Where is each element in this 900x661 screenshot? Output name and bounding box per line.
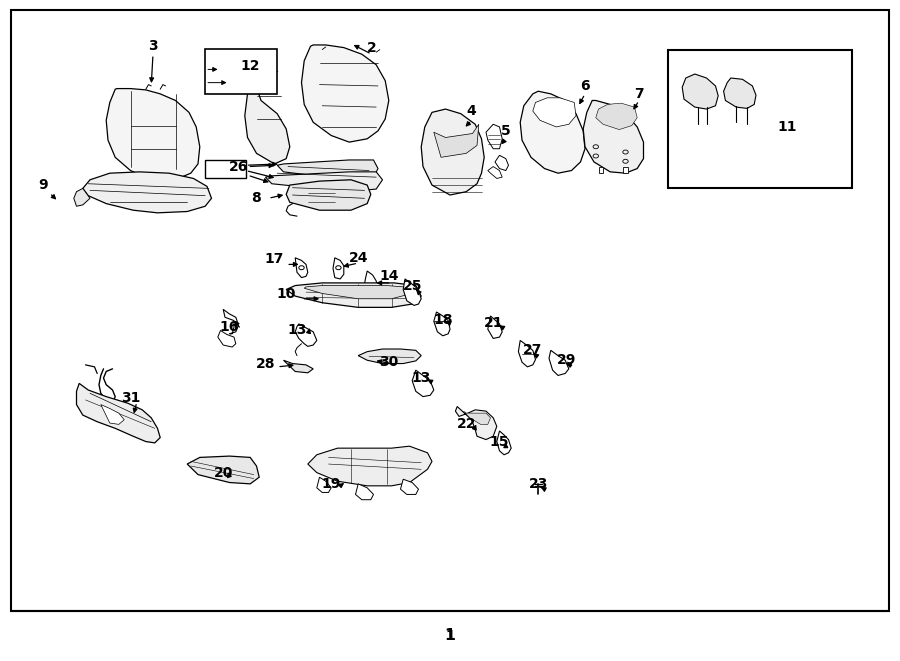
Polygon shape (549, 350, 569, 375)
Text: 27: 27 (523, 343, 543, 358)
Polygon shape (724, 78, 756, 108)
Text: 17: 17 (265, 252, 284, 266)
Polygon shape (187, 456, 259, 484)
Polygon shape (223, 309, 238, 334)
Polygon shape (486, 124, 502, 149)
Bar (668, 50, 852, 188)
Text: 4: 4 (467, 104, 476, 118)
Text: 16: 16 (220, 320, 239, 334)
Text: 11: 11 (778, 120, 797, 134)
Polygon shape (266, 172, 382, 192)
Polygon shape (488, 316, 502, 338)
Polygon shape (218, 330, 236, 347)
Polygon shape (304, 286, 407, 299)
Text: 1: 1 (446, 629, 454, 643)
Text: 14: 14 (379, 269, 399, 284)
Bar (205, 49, 277, 94)
Text: 26: 26 (229, 159, 248, 174)
Polygon shape (308, 446, 432, 486)
Text: 20: 20 (213, 465, 233, 480)
Text: 7: 7 (634, 87, 644, 101)
Polygon shape (286, 180, 371, 210)
Polygon shape (583, 100, 644, 173)
Polygon shape (434, 312, 450, 336)
Text: 24: 24 (348, 251, 368, 265)
Polygon shape (295, 258, 308, 278)
Polygon shape (284, 360, 313, 373)
Text: 13: 13 (287, 323, 307, 338)
Polygon shape (497, 431, 511, 455)
Text: 29: 29 (557, 353, 577, 368)
Text: 1: 1 (445, 629, 455, 643)
Polygon shape (412, 370, 434, 397)
Polygon shape (518, 340, 536, 367)
Polygon shape (76, 383, 160, 443)
Polygon shape (364, 271, 378, 303)
Text: 3: 3 (148, 39, 157, 54)
Polygon shape (356, 484, 373, 500)
Polygon shape (403, 279, 421, 305)
Polygon shape (83, 172, 212, 213)
Polygon shape (434, 124, 479, 157)
Polygon shape (302, 45, 389, 142)
Text: 6: 6 (580, 79, 590, 93)
Polygon shape (533, 98, 576, 127)
Text: 12: 12 (240, 59, 260, 73)
Text: 30: 30 (379, 354, 399, 369)
Polygon shape (464, 411, 490, 424)
Polygon shape (598, 167, 603, 173)
Text: 22: 22 (456, 417, 476, 432)
Text: 18: 18 (433, 313, 453, 327)
Text: 21: 21 (483, 315, 503, 330)
Polygon shape (623, 167, 628, 173)
Text: 28: 28 (256, 356, 275, 371)
Text: 25: 25 (402, 278, 422, 293)
Polygon shape (520, 91, 585, 173)
Polygon shape (495, 155, 508, 171)
Text: 15: 15 (490, 434, 509, 449)
Polygon shape (295, 324, 317, 346)
Polygon shape (682, 74, 718, 109)
Text: 13: 13 (411, 371, 431, 385)
Polygon shape (74, 188, 90, 206)
Text: 5: 5 (501, 124, 510, 138)
Polygon shape (245, 79, 290, 164)
Polygon shape (488, 167, 502, 178)
Polygon shape (596, 103, 637, 130)
Polygon shape (106, 89, 200, 180)
Text: 19: 19 (321, 477, 341, 491)
Polygon shape (286, 283, 421, 307)
Polygon shape (455, 407, 497, 440)
Text: 2: 2 (367, 40, 376, 55)
Polygon shape (101, 405, 124, 424)
Bar (205, 160, 246, 178)
Polygon shape (333, 258, 344, 279)
Text: 23: 23 (528, 477, 548, 491)
Polygon shape (400, 479, 418, 494)
Polygon shape (277, 160, 378, 180)
Polygon shape (358, 349, 421, 364)
Text: 8: 8 (252, 191, 261, 206)
Polygon shape (421, 109, 484, 195)
Polygon shape (317, 477, 331, 492)
Text: 10: 10 (276, 287, 296, 301)
Text: 31: 31 (121, 391, 140, 405)
Text: 9: 9 (39, 178, 48, 192)
